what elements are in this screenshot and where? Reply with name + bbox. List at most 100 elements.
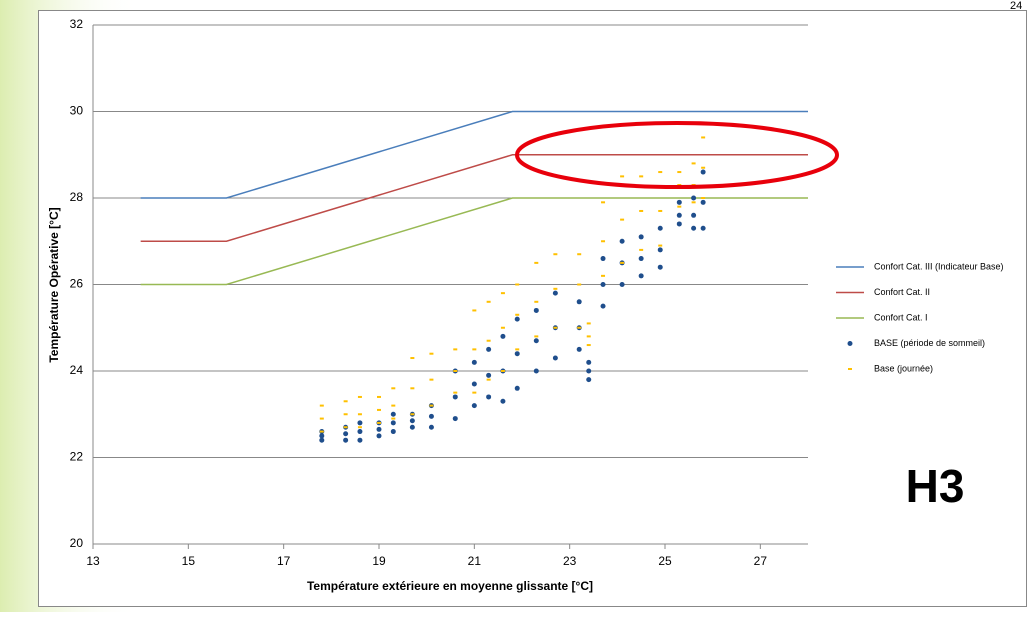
point xyxy=(658,245,662,247)
point xyxy=(377,409,381,411)
x-tick-label: 13 xyxy=(86,554,100,568)
point xyxy=(472,360,477,365)
point xyxy=(501,370,505,372)
point xyxy=(553,291,558,296)
y-tick-label: 26 xyxy=(70,277,84,291)
point xyxy=(620,262,624,264)
point xyxy=(639,175,643,177)
point xyxy=(587,344,591,346)
point xyxy=(586,360,591,365)
point xyxy=(534,369,539,374)
point xyxy=(453,416,458,421)
point xyxy=(601,256,606,261)
point xyxy=(391,387,395,389)
point xyxy=(691,196,696,201)
point xyxy=(377,433,382,438)
point xyxy=(358,396,362,398)
point xyxy=(658,265,663,270)
x-axis-label: Température extérieure en moyenne glissa… xyxy=(307,579,593,593)
point xyxy=(601,282,606,287)
y-tick-label: 22 xyxy=(70,450,84,464)
point xyxy=(586,377,591,382)
point xyxy=(515,348,519,350)
point xyxy=(515,386,520,391)
point xyxy=(410,413,414,415)
point xyxy=(587,322,591,324)
point xyxy=(553,288,557,290)
point xyxy=(410,387,414,389)
point xyxy=(620,282,625,287)
point xyxy=(692,201,696,203)
x-tick-label: 21 xyxy=(468,554,482,568)
y-tick-label: 28 xyxy=(70,190,84,204)
point xyxy=(577,327,581,329)
legend-label: Confort Cat. I xyxy=(874,312,928,322)
point xyxy=(534,338,539,343)
point xyxy=(472,403,477,408)
point xyxy=(486,373,491,378)
point xyxy=(601,240,605,242)
point xyxy=(534,308,539,313)
chart: 24 Température Opérative [°C] Températur… xyxy=(0,0,1027,612)
point xyxy=(692,162,696,164)
point xyxy=(358,426,362,428)
point xyxy=(320,431,324,433)
legend-swatch xyxy=(848,368,852,370)
point xyxy=(472,309,476,311)
point xyxy=(701,200,706,205)
point xyxy=(691,226,696,231)
point xyxy=(534,335,538,337)
point xyxy=(472,381,477,386)
point xyxy=(677,200,682,205)
point xyxy=(577,284,581,286)
annotation: H3 xyxy=(906,460,965,512)
legend-label: Confort Cat. III (Indicateur Base) xyxy=(874,261,1004,271)
point xyxy=(500,334,505,339)
y-tick-label: 20 xyxy=(70,536,84,550)
chart-frame xyxy=(39,11,1027,607)
point xyxy=(515,351,520,356)
point xyxy=(487,301,491,303)
point xyxy=(701,136,705,138)
point xyxy=(553,327,557,329)
point xyxy=(429,405,433,407)
point xyxy=(453,394,458,399)
point xyxy=(453,370,457,372)
point xyxy=(391,405,395,407)
point xyxy=(515,314,519,316)
x-tick-label: 25 xyxy=(658,554,672,568)
point xyxy=(701,197,705,199)
legend-label: Confort Cat. II xyxy=(874,287,930,297)
point xyxy=(344,400,348,402)
point xyxy=(639,234,644,239)
point xyxy=(377,396,381,398)
point xyxy=(500,399,505,404)
point xyxy=(357,438,362,443)
point xyxy=(357,420,362,425)
point xyxy=(429,414,434,419)
point xyxy=(487,379,491,381)
point xyxy=(472,348,476,350)
point xyxy=(358,413,362,415)
point xyxy=(343,431,348,436)
point xyxy=(344,413,348,415)
y-tick-label: 32 xyxy=(70,17,84,31)
point xyxy=(472,392,476,394)
point xyxy=(601,201,605,203)
point xyxy=(587,335,591,337)
point xyxy=(391,412,396,417)
point xyxy=(534,301,538,303)
point xyxy=(410,425,415,430)
point xyxy=(453,348,457,350)
point xyxy=(377,427,382,432)
x-tick-label: 19 xyxy=(372,554,386,568)
point xyxy=(515,284,519,286)
point xyxy=(691,213,696,218)
point xyxy=(601,304,606,309)
point xyxy=(639,256,644,261)
point xyxy=(620,219,624,221)
point xyxy=(639,249,643,251)
point xyxy=(486,394,491,399)
legend-label: Base (journée) xyxy=(874,363,933,373)
point xyxy=(320,405,324,407)
